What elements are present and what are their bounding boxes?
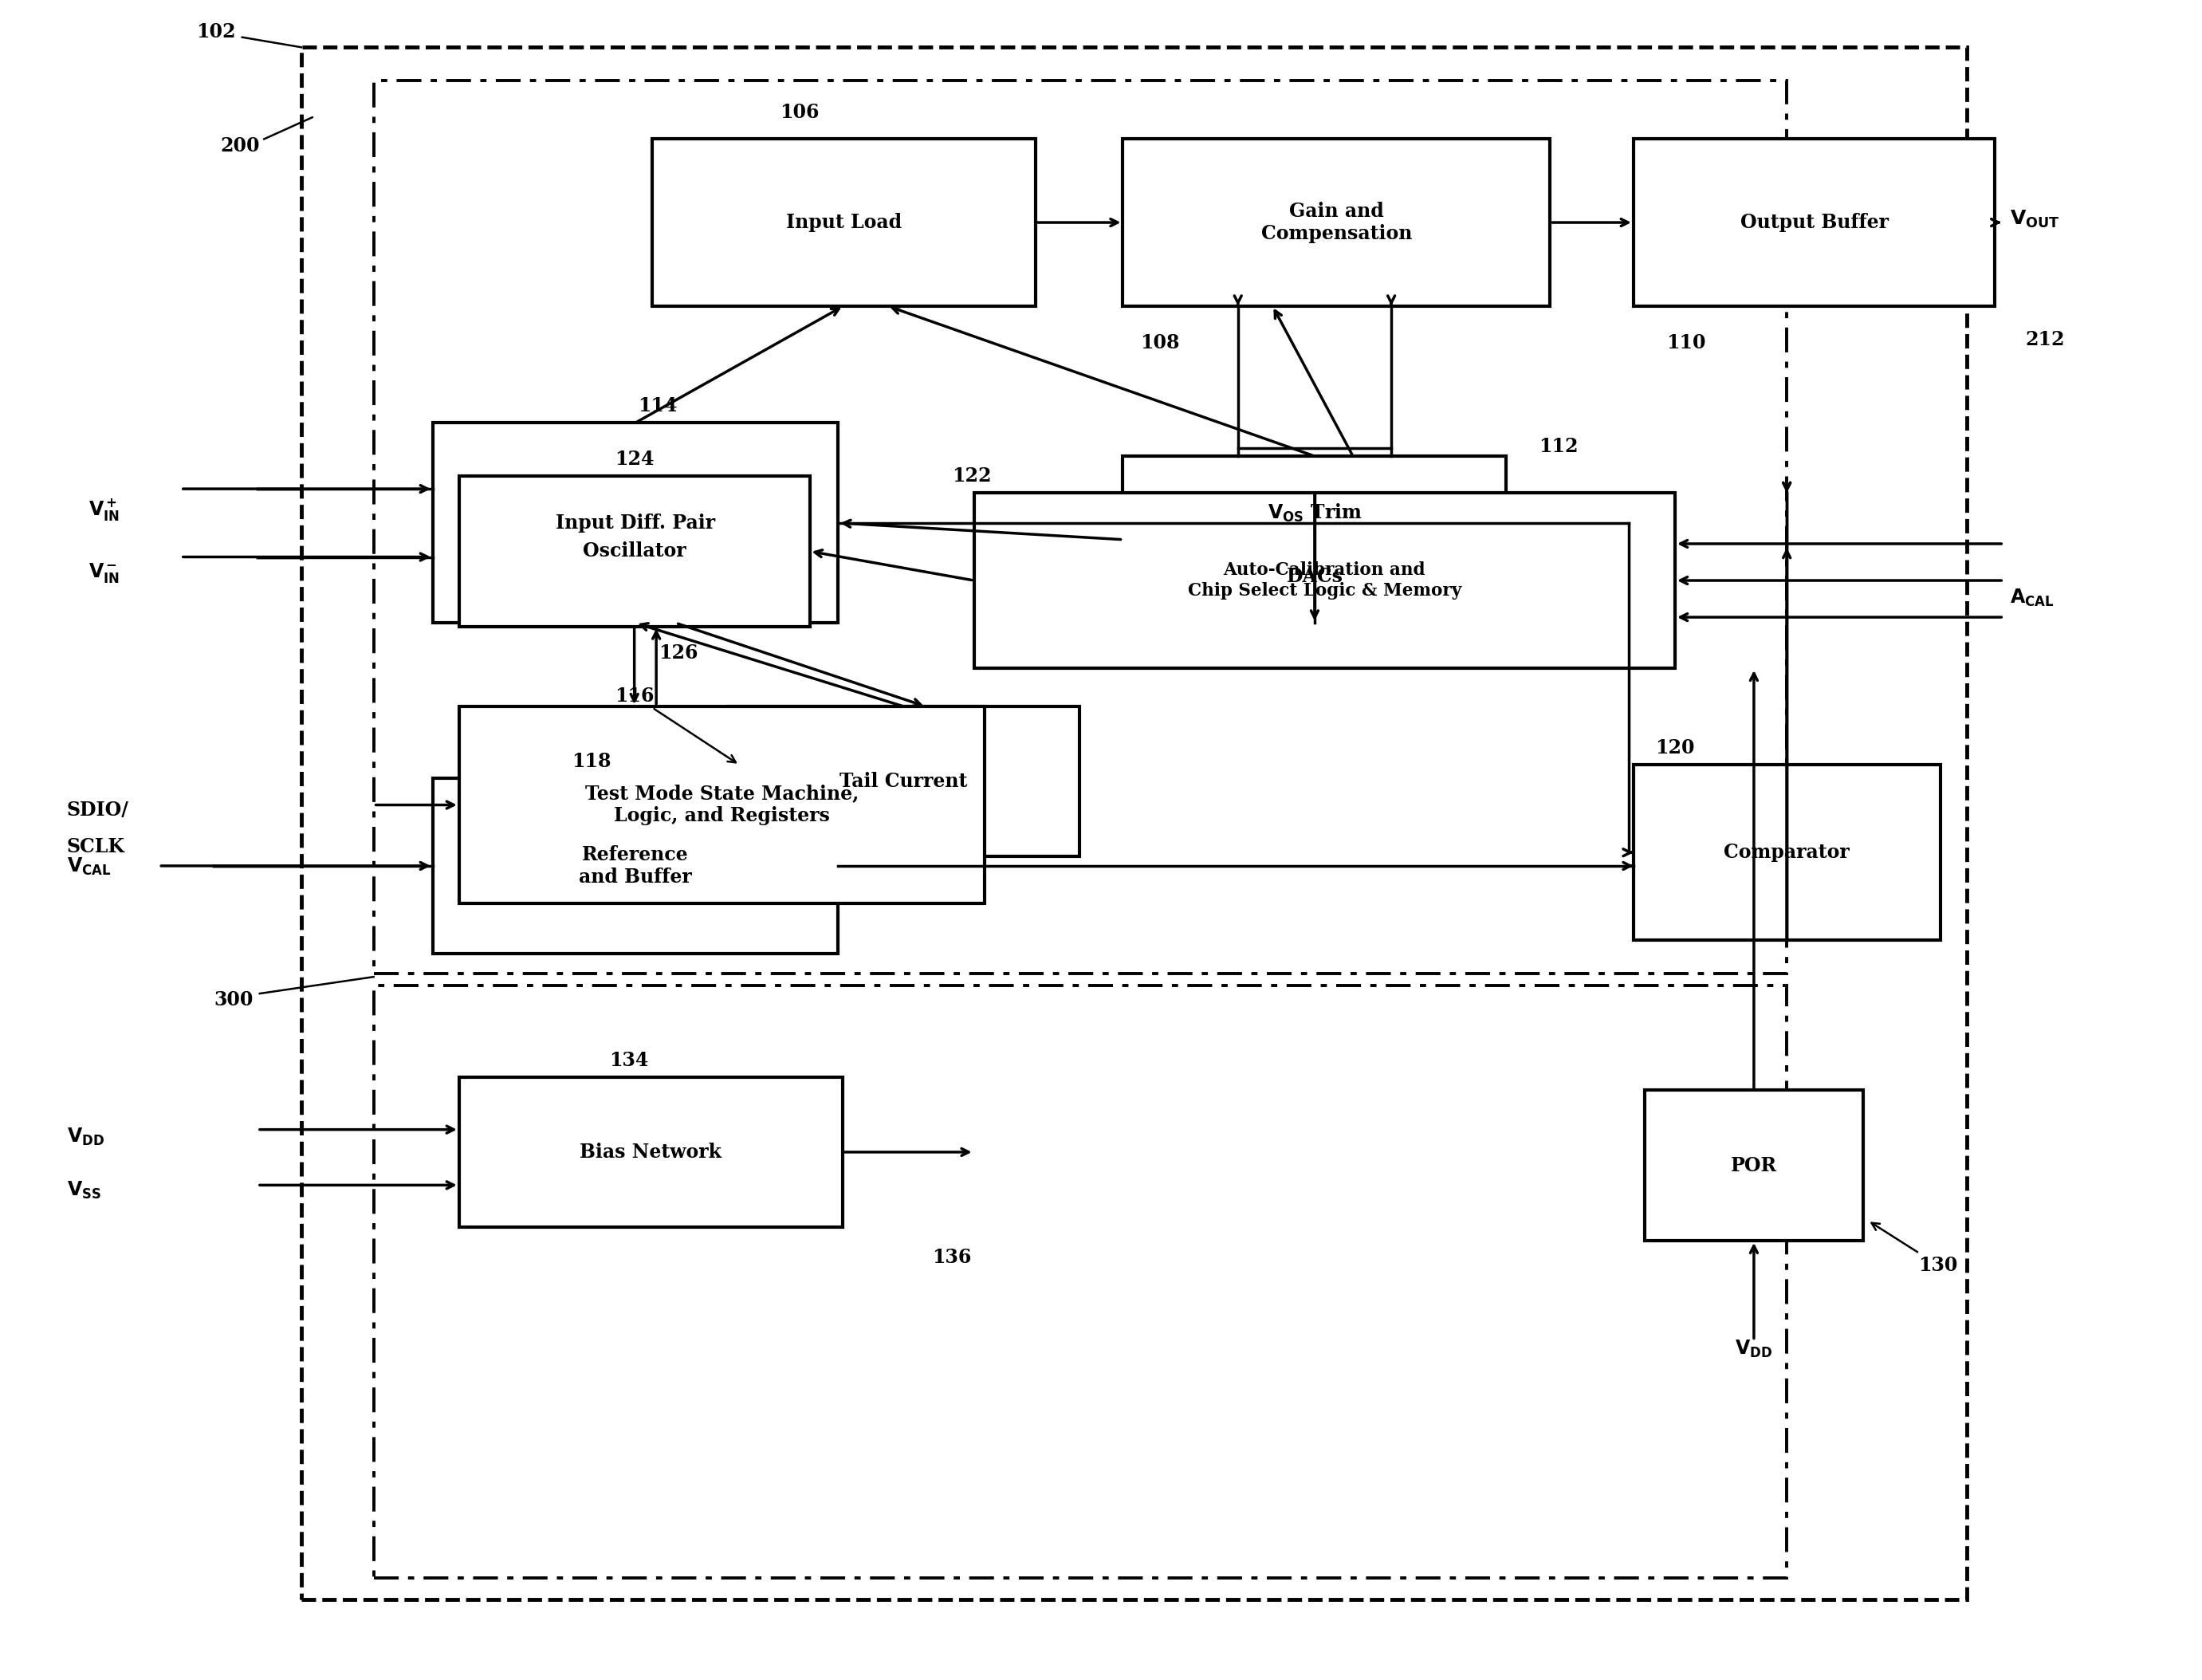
Bar [1645, 1090, 1863, 1240]
Text: 102: 102 [196, 22, 236, 42]
Text: 110: 110 [1667, 333, 1707, 353]
Text: Reference
and Buffer: Reference and Buffer [579, 845, 691, 887]
Bar [458, 1077, 843, 1226]
Text: $\mathbf{A_{CAL}}$: $\mathbf{A_{CAL}}$ [2010, 588, 2054, 608]
Bar [1123, 139, 1550, 306]
Bar [458, 707, 984, 904]
Text: 300: 300 [214, 991, 253, 1010]
Text: SDIO/: SDIO/ [66, 800, 130, 820]
Text: $\mathbf{V_{DD}}$: $\mathbf{V_{DD}}$ [1735, 1339, 1773, 1359]
Text: $\mathbf{V_{OS}}$ Trim: $\mathbf{V_{OS}}$ Trim [1268, 502, 1363, 524]
Text: $\mathbf{V_{DD}}$: $\mathbf{V_{DD}}$ [66, 1127, 103, 1147]
Text: 136: 136 [931, 1248, 971, 1267]
Text: 130: 130 [1872, 1223, 1958, 1275]
Bar [374, 984, 1786, 1578]
Text: 108: 108 [1141, 333, 1180, 353]
Text: 212: 212 [2026, 329, 2065, 349]
Bar [1634, 139, 1995, 306]
Text: 124: 124 [614, 450, 654, 469]
Text: 134: 134 [610, 1050, 650, 1070]
Text: Auto-Calibration and
Chip Select Logic & Memory: Auto-Calibration and Chip Select Logic &… [1187, 561, 1462, 600]
Text: Input Load: Input Load [786, 213, 901, 232]
Text: 200: 200 [220, 136, 260, 155]
Text: DACs: DACs [1286, 566, 1343, 586]
Text: 114: 114 [639, 396, 676, 415]
Text: POR: POR [1731, 1156, 1777, 1174]
Bar [302, 47, 1966, 1599]
Bar [374, 81, 1786, 973]
Text: SCLK: SCLK [66, 837, 126, 857]
Bar [458, 475, 810, 627]
Text: $\mathbf{V_{IN}^-}$: $\mathbf{V_{IN}^-}$ [88, 561, 119, 585]
Text: 118: 118 [573, 753, 612, 771]
Text: Gain and
Compensation: Gain and Compensation [1262, 202, 1411, 244]
Bar [1634, 764, 1940, 941]
Bar [1123, 457, 1506, 623]
Text: $\mathbf{V_{OUT}}$: $\mathbf{V_{OUT}}$ [2010, 208, 2061, 230]
Text: $\mathbf{V_{CAL}}$: $\mathbf{V_{CAL}}$ [66, 857, 110, 877]
Text: $\mathbf{V_{IN}^+}$: $\mathbf{V_{IN}^+}$ [88, 497, 119, 522]
Text: Tail Current: Tail Current [839, 773, 967, 791]
Bar [729, 707, 1079, 857]
Text: Bias Network: Bias Network [579, 1142, 722, 1161]
Text: 126: 126 [658, 643, 698, 662]
Bar [434, 423, 839, 623]
Text: Test Mode State Machine,
Logic, and Registers: Test Mode State Machine, Logic, and Regi… [586, 785, 859, 825]
Text: 112: 112 [1539, 437, 1579, 455]
Bar [434, 778, 839, 954]
Text: Comparator: Comparator [1724, 843, 1850, 862]
Text: Input Diff. Pair: Input Diff. Pair [555, 514, 716, 533]
Text: 116: 116 [614, 687, 735, 763]
Bar [652, 139, 1035, 306]
Text: $\mathbf{V_{SS}}$: $\mathbf{V_{SS}}$ [66, 1179, 101, 1201]
Text: Oscillator: Oscillator [584, 541, 687, 561]
Text: 120: 120 [1656, 739, 1696, 758]
Text: 122: 122 [951, 467, 991, 486]
Text: Output Buffer: Output Buffer [1740, 213, 1889, 232]
Text: 106: 106 [780, 102, 819, 123]
Bar [973, 492, 1676, 669]
